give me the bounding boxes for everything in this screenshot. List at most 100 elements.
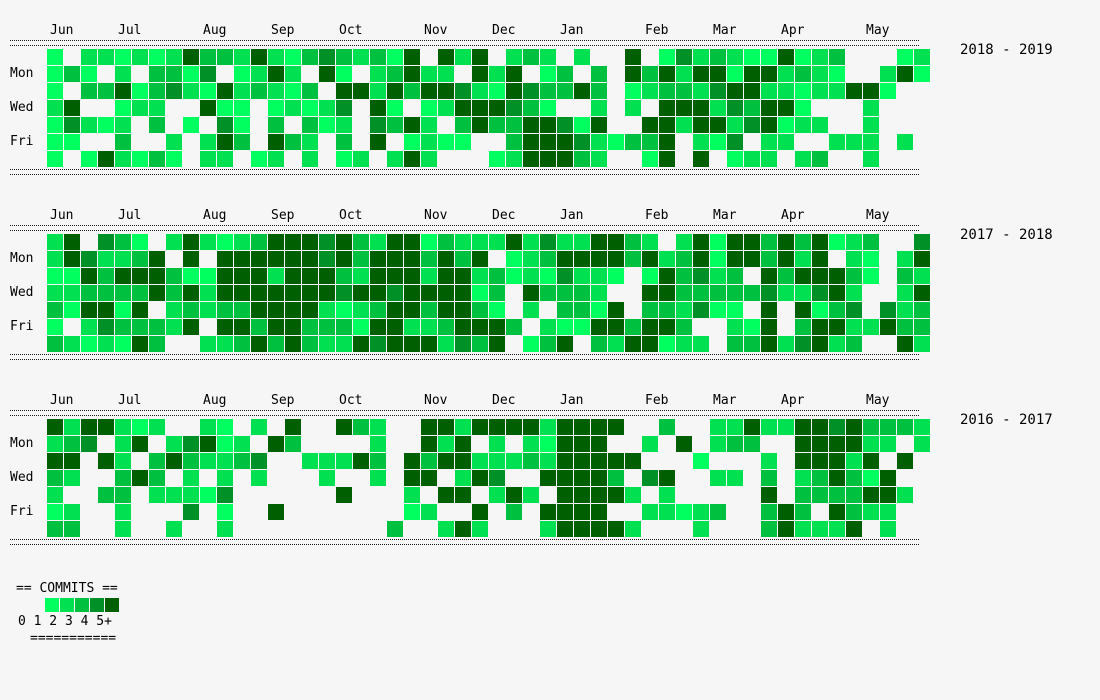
heatmap-cell [472,285,488,301]
heatmap-cell [81,319,97,335]
heatmap-cell [744,285,760,301]
heatmap-cell [217,419,233,435]
year-range-label: 2016 - 2017 [930,390,1090,428]
heatmap-cell [659,319,675,335]
heatmap-cell [217,251,233,267]
heatmap-cell [795,117,811,133]
heatmap-cell [472,419,488,435]
heatmap-cell [319,521,335,537]
heatmap-cell [676,285,692,301]
heatmap-cell [47,83,63,99]
heatmap-cell [438,49,454,65]
heatmap-cell [183,487,199,503]
heatmap-cell [115,302,131,318]
heatmap-cell [47,487,63,503]
heatmap-cell [846,134,862,150]
heatmap-cell [489,436,505,452]
heatmap-cell [404,234,420,250]
heatmap-cell [166,470,182,486]
heatmap-cell [693,151,709,167]
heatmap-cell [676,302,692,318]
heatmap-cell [404,302,420,318]
heatmap-cell [472,470,488,486]
heatmap-cell [183,419,199,435]
heatmap-cell [166,151,182,167]
heatmap-cell [591,487,607,503]
heatmap-cell [846,151,862,167]
heatmap-cell [574,453,590,469]
heatmap-cell [863,319,879,335]
heatmap-cell [523,419,539,435]
heatmap-cell [251,117,267,133]
heatmap-cell [523,134,539,150]
heatmap-cell [880,336,896,352]
heatmap-cell [472,453,488,469]
heatmap-cell [404,336,420,352]
heatmap-cell [64,521,80,537]
heatmap-cell [132,134,148,150]
heatmap-cell [353,66,369,82]
heatmap-cell [727,521,743,537]
heatmap-cell [200,268,216,284]
heatmap-cell [353,302,369,318]
heatmap-cell [183,251,199,267]
heatmap-cell [47,117,63,133]
heatmap-cell [319,487,335,503]
heatmap-cell [421,419,437,435]
heatmap-cell [421,66,437,82]
heatmap-cell [778,453,794,469]
heatmap-cell [540,251,556,267]
heatmap-cell [540,83,556,99]
heatmap-cell [302,151,318,167]
heatmap-cell [217,521,233,537]
heatmap-cell [64,49,80,65]
heatmap-cell [710,521,726,537]
heatmap-cell [829,100,845,116]
heatmap-cell [506,151,522,167]
heatmap-cell [557,285,573,301]
heatmap-cell [404,49,420,65]
heatmap-cell [438,251,454,267]
heatmap-cell [217,117,233,133]
heatmap-cell [387,285,403,301]
heatmap-cell [744,234,760,250]
section-rule [10,169,920,175]
heatmap-cell [285,285,301,301]
heatmap-cell [268,285,284,301]
heatmap-cell [625,268,641,284]
heatmap-cell [217,49,233,65]
heatmap-cell [183,521,199,537]
heatmap-cell [608,521,624,537]
heatmap-cell [234,151,250,167]
heatmap-cell [829,319,845,335]
heatmap-cell [336,151,352,167]
heatmap-cell [897,504,913,520]
heatmap-cell [421,336,437,352]
heatmap-cell [693,436,709,452]
heatmap-cell [81,134,97,150]
legend-swatch [75,598,89,612]
heatmap-cell [659,151,675,167]
heatmap-cell [693,487,709,503]
heatmap-cell [591,419,607,435]
heatmap-cell [132,234,148,250]
heatmap-cell [319,251,335,267]
heatmap-cell [795,521,811,537]
heatmap-cell [489,251,505,267]
heatmap-cell [438,100,454,116]
heatmap-cell [421,319,437,335]
heatmap-cell [302,521,318,537]
heatmap-cell [251,470,267,486]
heatmap-cell [421,504,437,520]
heatmap-cell [523,302,539,318]
heatmap-cell [64,234,80,250]
heatmap-cell [829,117,845,133]
heatmap-cell [557,134,573,150]
heatmap-cell [251,100,267,116]
heatmap-cell [557,436,573,452]
heatmap-cell [47,302,63,318]
heatmap-cell [234,302,250,318]
heatmap-cell [149,83,165,99]
heatmap-cell [506,319,522,335]
heatmap-cell [574,66,590,82]
